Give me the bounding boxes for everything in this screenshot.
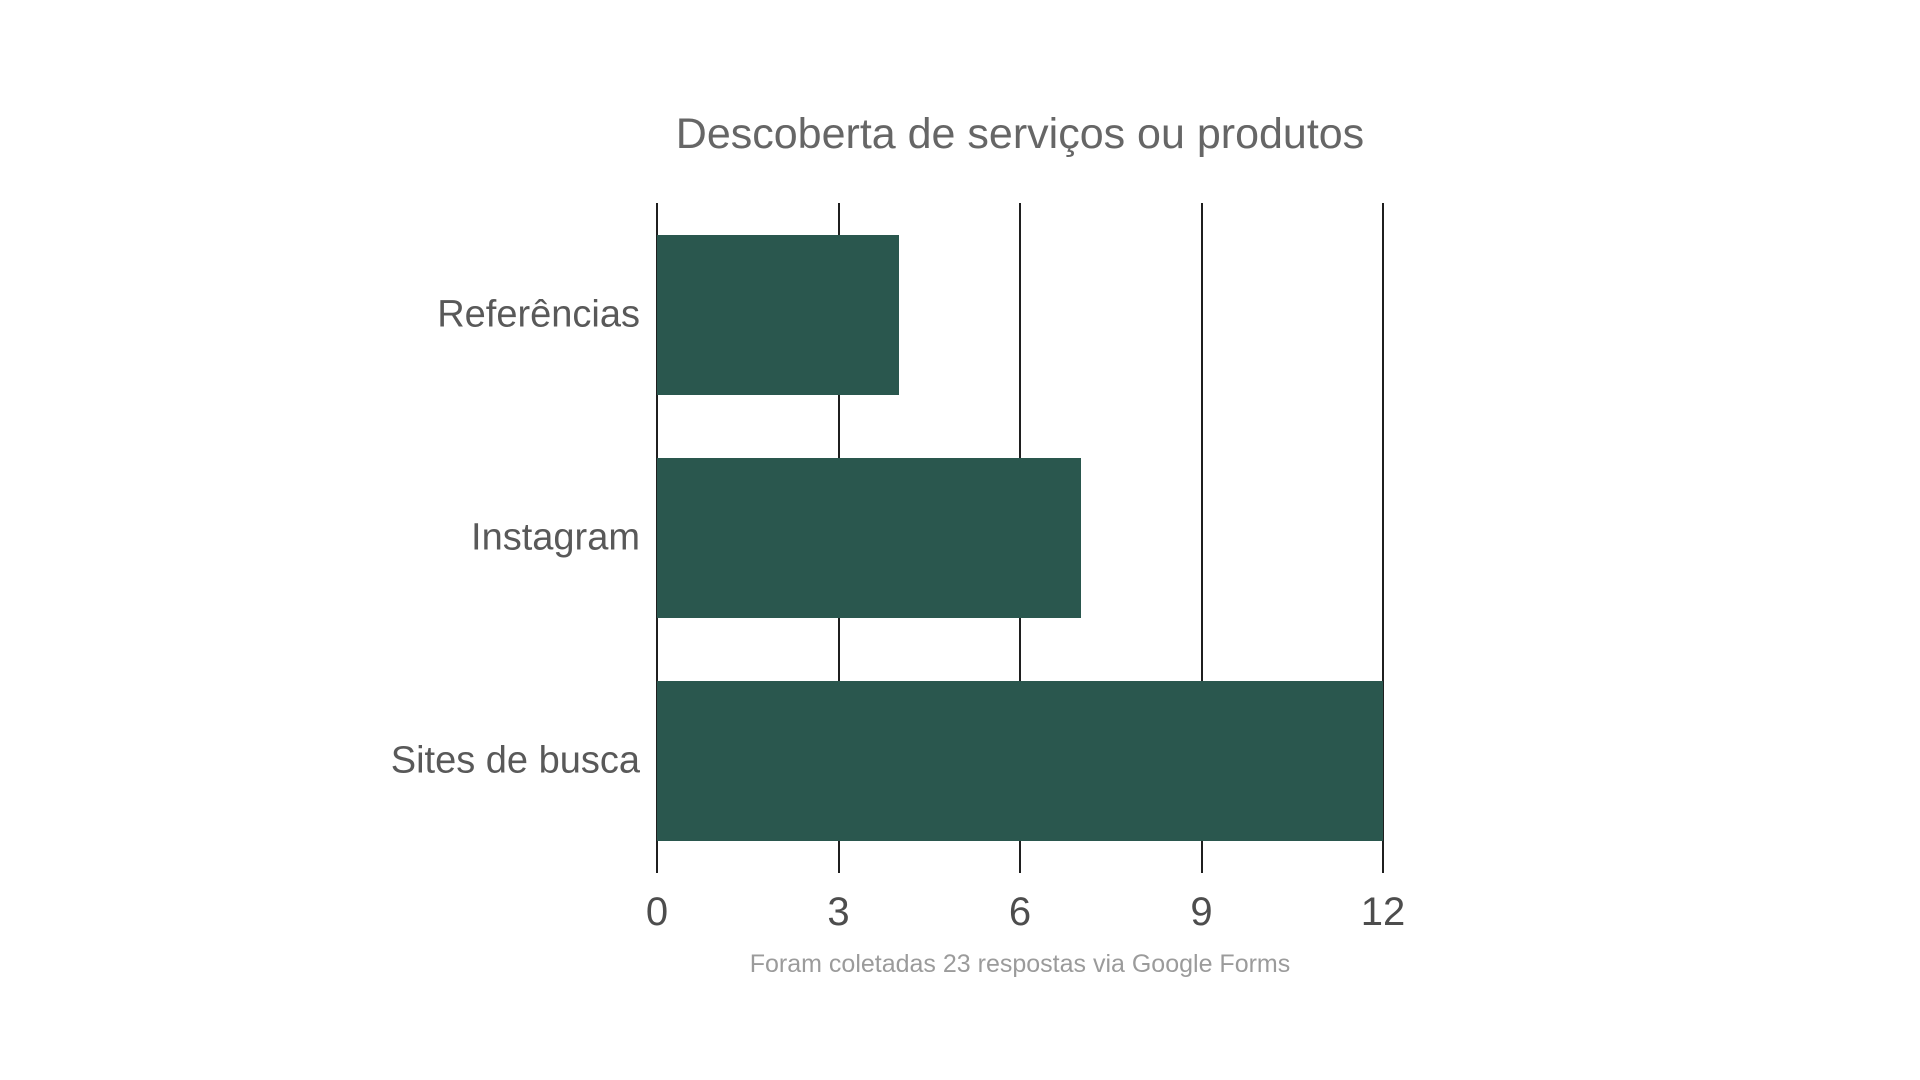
chart-title: Descoberta de serviços ou produtos xyxy=(675,110,1365,158)
bar-instagram xyxy=(657,458,1081,618)
gridline-9 xyxy=(1200,203,1203,873)
bar-referencias xyxy=(657,234,899,395)
x-tick-label-9: 9 xyxy=(1190,890,1213,934)
x-tick-label-0: 0 xyxy=(645,890,669,934)
x-tick-label-6: 6 xyxy=(1008,890,1032,934)
x-axis-ticks: 0 3 6 9 12 xyxy=(646,890,1405,940)
category-label-instagram: Instagram xyxy=(471,516,640,559)
x-tick-label-12: 12 xyxy=(1360,890,1406,934)
bar-sites-de-busca xyxy=(657,681,1383,842)
gridline-12 xyxy=(1382,203,1384,873)
category-label-referencias: Referências xyxy=(437,293,640,336)
category-label-sites-de-busca: Sites de busca xyxy=(390,739,640,782)
x-tick-label-3: 3 xyxy=(827,890,850,934)
chart-caption: Foram coletadas 23 respostas via Google … xyxy=(749,950,1291,978)
category-axis: Referências Instagram Sites de busca xyxy=(0,203,640,873)
plot-area xyxy=(656,203,1384,873)
